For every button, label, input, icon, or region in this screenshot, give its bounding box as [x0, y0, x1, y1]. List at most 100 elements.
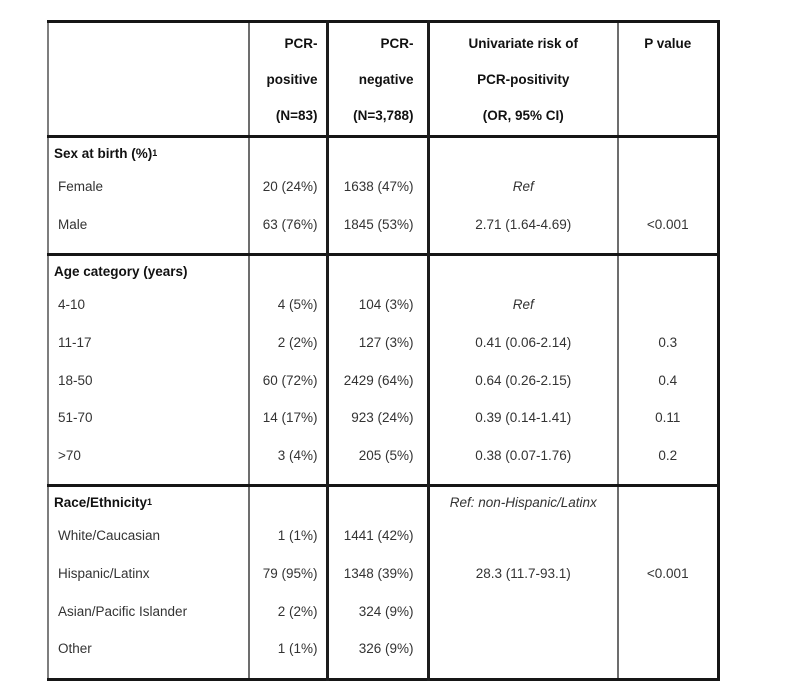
- section-spacer: [250, 138, 326, 168]
- section-spacer: [619, 487, 717, 517]
- footnote-marker: 1: [147, 496, 153, 507]
- results-table-container: PCR- positive (N=83) PCR- negative (N=3,…: [47, 20, 720, 681]
- p-value: [619, 592, 717, 630]
- section-title: Age category (years): [49, 256, 248, 286]
- pcr-negative-value: 2429 (64%): [343, 372, 414, 388]
- results-table: PCR- positive (N=83) PCR- negative (N=3,…: [47, 20, 720, 681]
- header-pcr-positive-line3: (N=83): [275, 107, 318, 123]
- pcr-positive-value: 1 (1%): [277, 641, 318, 657]
- table-section-row: Race/Ethnicity 1 White/Caucasian Hispanic/L…: [48, 485, 718, 680]
- pcr-negative-value: 1348 (39%): [343, 566, 414, 582]
- pcr-positive-value: 63 (76%): [262, 216, 318, 232]
- section-spacer: [619, 138, 717, 168]
- section-or-cell: Ref 2.71 (1.64-4.69): [428, 136, 619, 255]
- pcr-negative-value: 324 (9%): [358, 603, 414, 619]
- table-header-row: PCR- positive (N=83) PCR- negative (N=3,…: [48, 21, 718, 137]
- row-label: White/Caucasian: [58, 528, 161, 544]
- row-label: Female: [58, 179, 104, 195]
- header-cell-univariate-risk: Univariate risk of PCR-positivity (OR, 9…: [428, 21, 619, 137]
- header-p-value-label: P value: [644, 35, 692, 51]
- p-value: [619, 286, 717, 324]
- pcr-negative-value: 1441 (42%): [343, 528, 414, 544]
- table-section-row: Age category (years) 4-10 11-17 18-50 51-70 >…: [48, 254, 718, 486]
- header-univariate-line2: PCR-positivity: [477, 71, 570, 87]
- section-p-value-cell: 0.3 0.4 0.11 0.2: [618, 255, 718, 486]
- or-ref-note: [430, 138, 618, 168]
- pcr-negative-value: 326 (9%): [358, 641, 414, 657]
- p-value: 0.11: [655, 410, 681, 426]
- header-cell-pcr-negative: PCR- negative (N=3,788): [327, 21, 430, 137]
- odds-ratio-value: 0.39 (0.14-1.41): [475, 410, 572, 426]
- section-p-value-cell: <0.001: [618, 137, 718, 255]
- section-spacer: [329, 256, 427, 286]
- section-spacer: [250, 487, 326, 517]
- pcr-negative-value: 205 (5%): [358, 447, 414, 463]
- row-label: >70: [58, 447, 81, 463]
- footnote-marker: 1: [152, 147, 158, 158]
- odds-ratio-value: Ref: [512, 179, 534, 195]
- section-pcr-positive-cell: 1 (1%) 79 (95%) 2 (2%) 1 (1%): [249, 485, 329, 680]
- table-body: PCR- positive (N=83) PCR- negative (N=3,…: [48, 21, 718, 680]
- pcr-negative-value: 104 (3%): [358, 297, 414, 313]
- p-value: [619, 517, 717, 555]
- section-spacer: [329, 138, 427, 168]
- section-pcr-negative-cell: 1638 (47%) 1845 (53%): [327, 136, 430, 255]
- pcr-positive-value: 4 (5%): [277, 297, 318, 313]
- odds-ratio-value: Ref: [512, 297, 534, 313]
- p-value: 0.2: [658, 447, 678, 463]
- pcr-negative-value: 1845 (53%): [343, 216, 414, 232]
- table-section-row: Sex at birth (%) 1 Female Male 20 (24%) 63 (7…: [48, 136, 718, 255]
- p-value: [619, 168, 717, 206]
- section-title: Race/Ethnicity 1: [49, 487, 248, 517]
- section-or-cell: Ref: non-Hispanic/Latinx 28.3 (11.7-93.1): [428, 485, 619, 680]
- pcr-negative-value: 127 (3%): [358, 335, 414, 351]
- header-cell-pcr-positive: PCR- positive (N=83): [249, 21, 329, 137]
- odds-ratio-value: [430, 592, 618, 630]
- section-spacer: [619, 256, 717, 286]
- p-value: 0.3: [658, 335, 678, 351]
- header-univariate-line3: (OR, 95% CI): [482, 107, 564, 123]
- section-title-text: Race/Ethnicity: [54, 494, 148, 510]
- section-pcr-negative-cell: 104 (3%) 127 (3%) 2429 (64%) 923 (24%) 205 (…: [327, 254, 430, 486]
- odds-ratio-value: [430, 517, 618, 555]
- row-label: 11-17: [58, 335, 92, 351]
- p-value: 0.4: [658, 372, 678, 388]
- header-row-label: [49, 25, 248, 61]
- pcr-positive-value: 2 (2%): [277, 603, 318, 619]
- or-ref-note: Ref: non-Hispanic/Latinx: [449, 494, 597, 510]
- section-title-text: Age category (years): [54, 263, 188, 279]
- section-label-cell: Race/Ethnicity 1 White/Caucasian Hispanic/L…: [48, 485, 250, 680]
- pcr-positive-value: 14 (17%): [262, 410, 318, 426]
- header-cell-row-labels: [48, 21, 250, 137]
- pcr-positive-value: 3 (4%): [277, 447, 318, 463]
- p-value: <0.001: [646, 216, 689, 232]
- section-spacer: [250, 256, 326, 286]
- section-title: Sex at birth (%) 1: [49, 138, 248, 168]
- header-pcr-positive-line2: positive: [266, 71, 318, 87]
- pcr-positive-value: 1 (1%): [277, 528, 318, 544]
- odds-ratio-value: 28.3 (11.7-93.1): [475, 566, 571, 582]
- section-label-cell: Sex at birth (%) 1 Female Male: [48, 136, 250, 255]
- pcr-positive-value: 2 (2%): [277, 335, 318, 351]
- pcr-positive-value: 60 (72%): [262, 372, 318, 388]
- odds-ratio-value: 2.71 (1.64-4.69): [475, 216, 572, 232]
- section-pcr-negative-cell: 1441 (42%) 1348 (39%) 324 (9%) 326 (9%): [327, 485, 430, 680]
- pcr-positive-value: 79 (95%): [262, 566, 318, 582]
- or-ref-note: [430, 256, 618, 286]
- odds-ratio-value: 0.41 (0.06-2.14): [475, 335, 572, 351]
- row-label: 51-70: [58, 410, 93, 426]
- header-pcr-negative-line3: (N=3,788): [353, 107, 414, 123]
- header-pcr-positive-line1: PCR-: [284, 35, 318, 51]
- odds-ratio-value: 0.64 (0.26-2.15): [475, 372, 572, 388]
- pcr-negative-value: 923 (24%): [351, 410, 414, 426]
- p-value: [619, 630, 717, 668]
- odds-ratio-value: [430, 630, 618, 668]
- row-label: 4-10: [58, 297, 86, 313]
- row-label: Male: [58, 216, 88, 232]
- section-title-text: Sex at birth (%): [54, 145, 153, 161]
- header-pcr-negative-line2: negative: [358, 71, 414, 87]
- header-pcr-negative-line1: PCR-: [380, 35, 414, 51]
- header-cell-p-value: P value: [618, 22, 718, 137]
- section-label-cell: Age category (years) 4-10 11-17 18-50 51-70 >…: [48, 254, 250, 486]
- p-value: <0.001: [646, 566, 689, 582]
